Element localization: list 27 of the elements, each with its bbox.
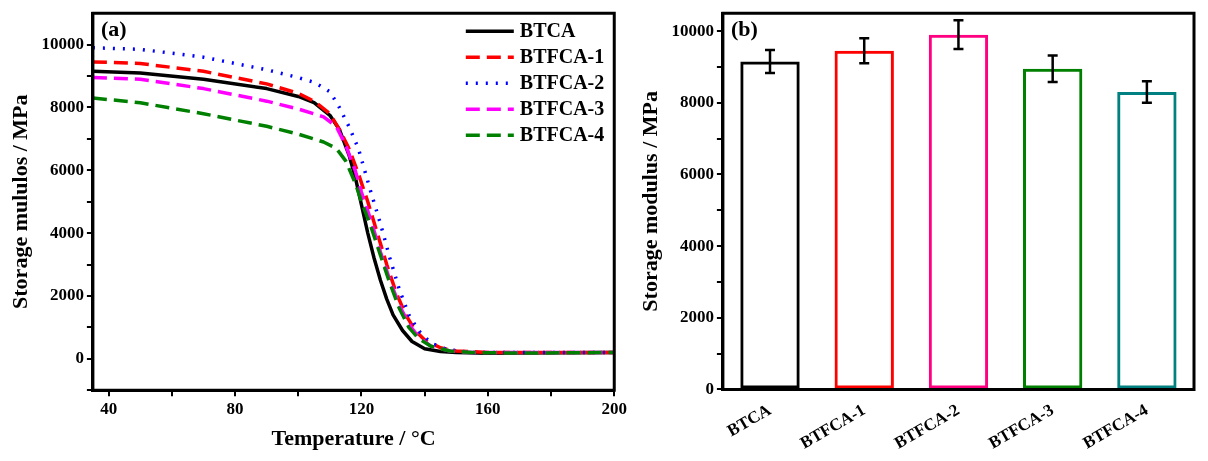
annotation: (a) — [100, 15, 127, 41]
y-tick-label: 4000 — [679, 235, 714, 255]
legend-label: BTFCA-1 — [519, 45, 605, 68]
legend-label: BTFCA-4 — [519, 123, 605, 146]
legend-label: BTFCA-2 — [519, 71, 605, 94]
y-tick-label: 2000 — [49, 285, 84, 305]
y-axis-title: Storage mululos / MPa — [6, 94, 32, 309]
y-tick-label: 6000 — [49, 159, 84, 179]
y-tick-label: 0 — [75, 348, 84, 368]
x-tick-label: 80 — [226, 398, 244, 418]
legend-label: BTFCA-3 — [519, 97, 605, 120]
y-tick-label: 0 — [705, 378, 714, 398]
x-tick-label: 40 — [100, 398, 118, 418]
x-tick-label: 120 — [348, 398, 375, 418]
y-tick-label: 8000 — [679, 92, 714, 112]
y-tick-label: 2000 — [679, 307, 714, 327]
y-tick-label: 10000 — [671, 20, 714, 40]
x-tick-label: 160 — [475, 398, 501, 418]
annotation: (b) — [730, 15, 758, 41]
y-tick-label: 8000 — [49, 96, 84, 116]
y-tick-label: 4000 — [49, 222, 84, 242]
y-tick-label: 6000 — [679, 163, 714, 183]
legend-label: BTCA — [519, 19, 576, 42]
x-axis-title: Temperature / °C — [271, 425, 436, 451]
y-axis-title: Storage modulus / MPa — [636, 91, 662, 312]
x-tick-label: 200 — [601, 398, 627, 418]
y-tick-label: 10000 — [41, 34, 84, 54]
